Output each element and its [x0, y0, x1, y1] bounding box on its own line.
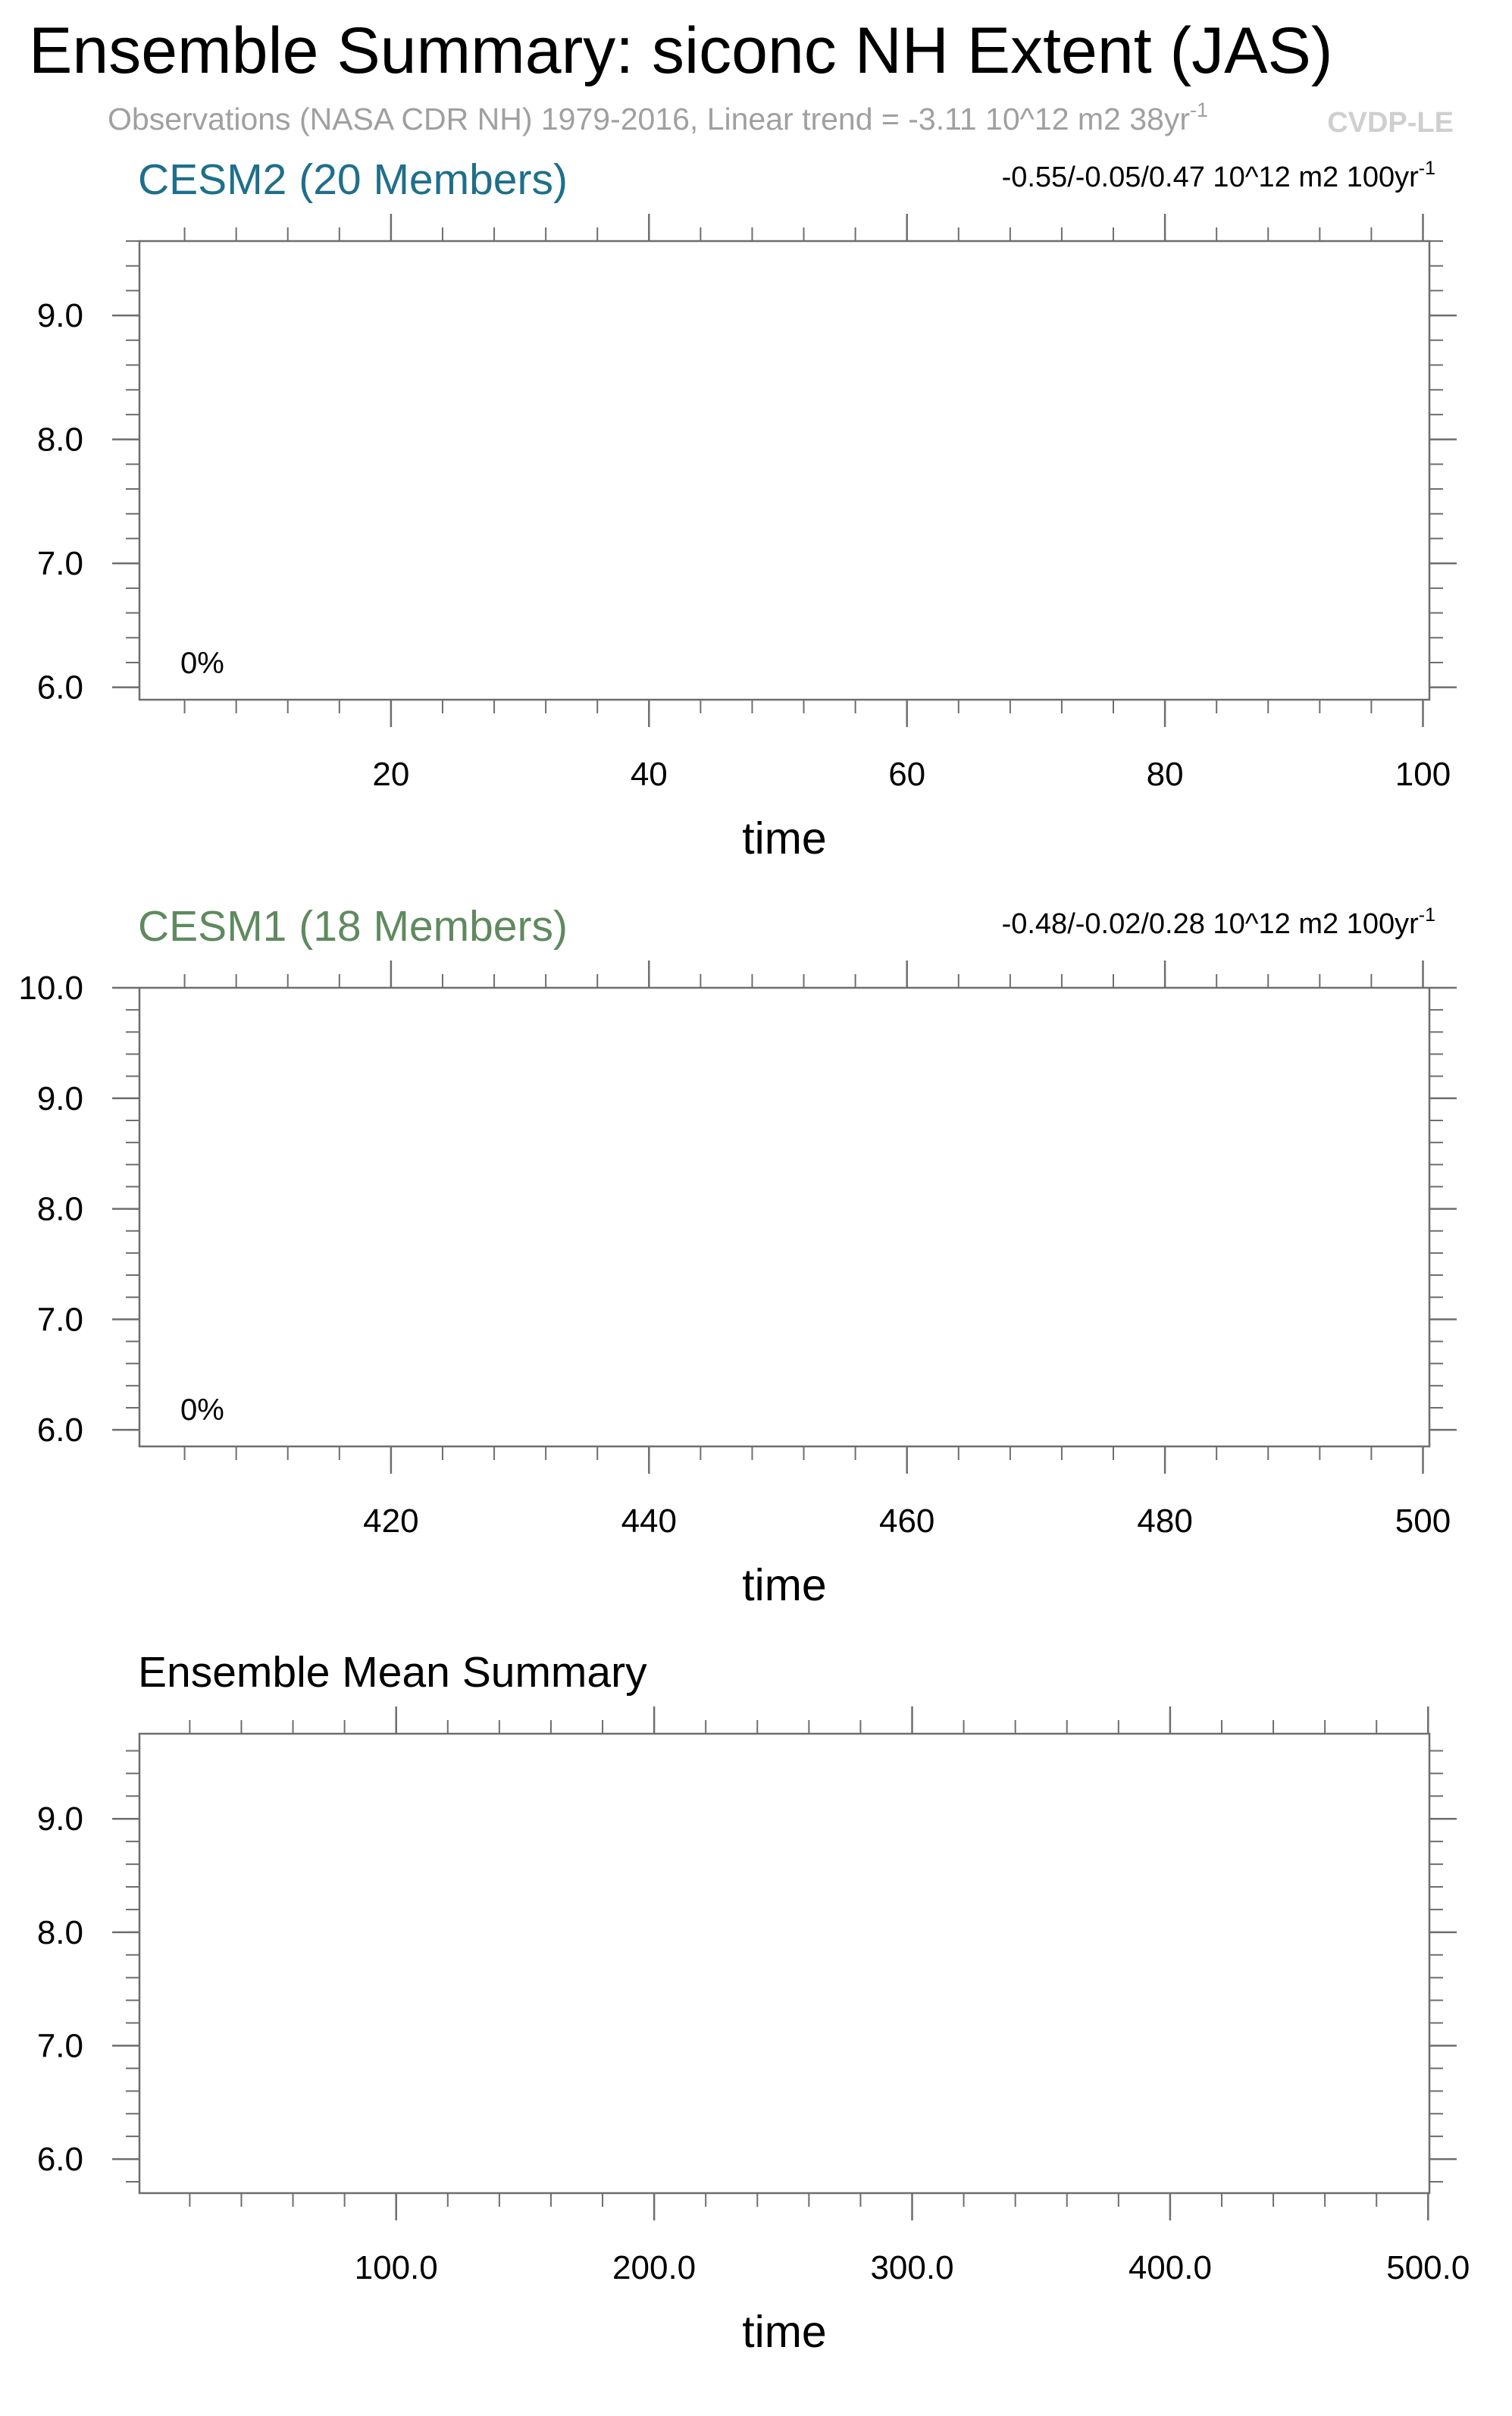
- cvdp-watermark: CVDP-LE: [1327, 107, 1454, 139]
- x-tick-label: 300.0: [870, 2249, 953, 2286]
- chart-panel-1: CESM2 (20 Members) -0.55/-0.05/0.47 10^12…: [37, 155, 1457, 863]
- figure-subtitle: Observations (NASA CDR NH) 1979-2016, Li…: [108, 99, 1208, 136]
- x-tick-label: 200.0: [612, 2249, 696, 2286]
- y-tick-label: 9.0: [37, 1800, 83, 1838]
- chart-panel-3: Ensemble Mean Summary 100.0 200.0 300.0 400.…: [37, 1648, 1470, 2357]
- plot-frame: [138, 240, 1431, 701]
- y-tick-label: 8.0: [37, 1191, 83, 1228]
- trend-range-text: -0.55/-0.05/0.47 10^12 m2 100yr: [1002, 161, 1420, 193]
- y-tick-label: 7.0: [37, 545, 83, 582]
- x-tick-label: 40: [631, 756, 668, 793]
- figure-title: Ensemble Summary: siconc NH Extent (JAS): [29, 14, 1333, 87]
- figure-subtitle-text: Observations (NASA CDR NH) 1979-2016, Li…: [108, 102, 1190, 136]
- trend-range-text: -0.48/-0.02/0.28 10^12 m2 100yr: [1002, 908, 1420, 940]
- x-tick-label: 100: [1395, 756, 1451, 793]
- plot-frame: [138, 1732, 1431, 2195]
- percent-label: 0%: [180, 1393, 224, 1427]
- x-tick-label: 100.0: [355, 2249, 438, 2286]
- x-tick-label: 60: [888, 756, 925, 793]
- trend-range-label: -0.55/-0.05/0.47 10^12 m2 100yr-1: [1002, 158, 1435, 193]
- plot-frame: [138, 986, 1431, 1448]
- y-tick-label: 9.0: [37, 297, 83, 334]
- x-tick-label: 400.0: [1129, 2249, 1212, 2286]
- x-tick-label: 420: [363, 1503, 418, 1540]
- panel-title: Ensemble Mean Summary: [138, 1648, 647, 1697]
- y-tick-label: 6.0: [37, 1412, 83, 1449]
- trend-range-sup: -1: [1419, 904, 1435, 926]
- y-tick-label: 9.0: [37, 1080, 83, 1117]
- y-tick-label: 7.0: [37, 2027, 83, 2064]
- y-tick-label: 6.0: [37, 669, 83, 707]
- y-tick-label: 10.0: [18, 970, 83, 1007]
- x-tick-label: 500: [1395, 1503, 1451, 1540]
- figure-subtitle-sup: -1: [1190, 99, 1208, 121]
- panel-title: CESM1 (18 Members): [138, 902, 568, 951]
- percent-label: 0%: [180, 647, 224, 680]
- x-axis-title: time: [742, 1560, 826, 1610]
- x-tick-label: 460: [879, 1503, 934, 1540]
- y-tick-label: 6.0: [37, 2141, 83, 2178]
- trend-range-label: -0.48/-0.02/0.28 10^12 m2 100yr-1: [1002, 904, 1435, 940]
- x-tick-label: 20: [372, 756, 409, 793]
- panels: CESM2 (20 Members) -0.55/-0.05/0.47 10^12…: [18, 155, 1470, 2357]
- chart-panel-2: CESM1 (18 Members) -0.48/-0.02/0.28 10^12…: [18, 902, 1457, 1610]
- x-axis-title: time: [742, 813, 826, 863]
- x-tick-label: 480: [1137, 1503, 1192, 1540]
- x-axis-title: time: [742, 2307, 826, 2357]
- x-tick-label: 500.0: [1386, 2249, 1470, 2286]
- y-tick-label: 7.0: [37, 1301, 83, 1338]
- y-tick-label: 8.0: [37, 1914, 83, 1951]
- y-tick-label: 8.0: [37, 421, 83, 459]
- panel-title: CESM2 (20 Members): [138, 155, 568, 204]
- trend-range-sup: -1: [1419, 158, 1435, 179]
- x-tick-label: 80: [1147, 756, 1184, 793]
- x-tick-label: 440: [621, 1503, 677, 1540]
